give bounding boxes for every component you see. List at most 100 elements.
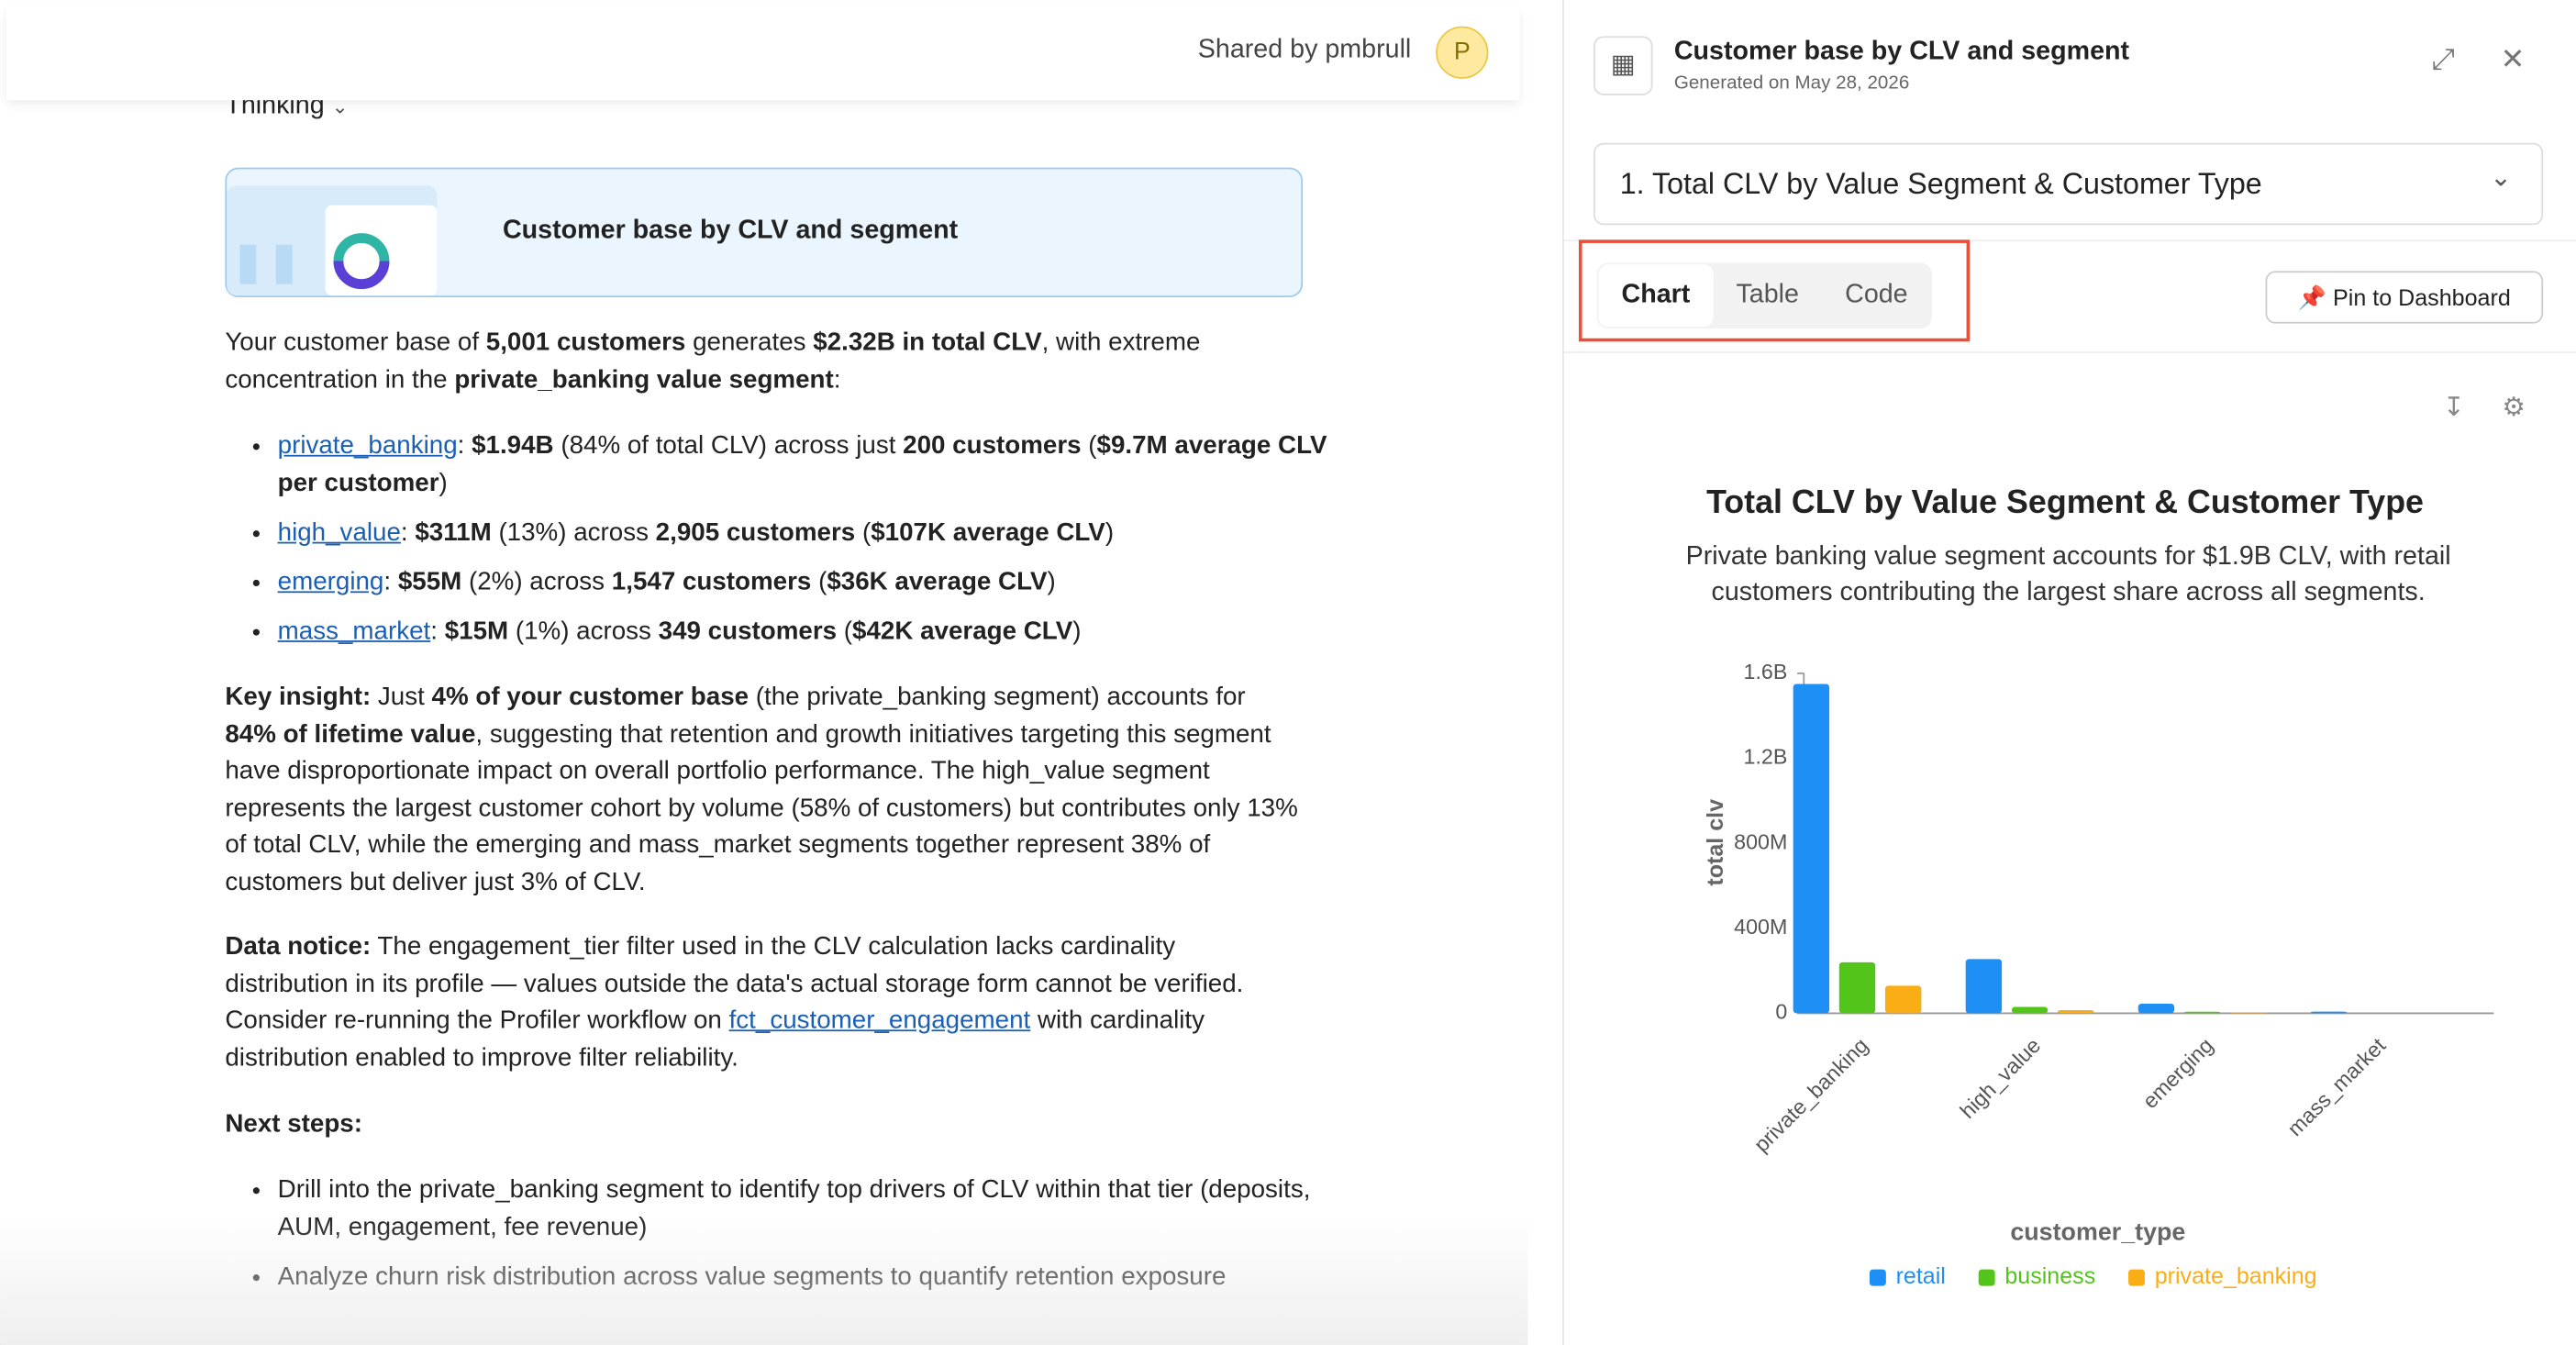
y-tick-label: 1.2B [1744, 745, 1788, 769]
highlight-box [1578, 239, 1971, 342]
link[interactable]: mass_market [277, 617, 431, 645]
link[interactable]: private_banking [277, 431, 458, 461]
bullet-list: private_banking: $1.94B (84% of total CL… [225, 428, 1355, 662]
bold-text: 2,905 customers [655, 517, 856, 547]
thumb-bar [239, 244, 257, 284]
bold-text: $42K average CLV [852, 617, 1073, 645]
fade [0, 1215, 1528, 1345]
link[interactable]: fct_customer_engagement [728, 1006, 1031, 1035]
text-run: : [383, 567, 398, 595]
close-button[interactable]: ✕ [2500, 42, 2526, 76]
tab[interactable]: Chart [1598, 264, 1714, 328]
bold-text: $1.94B [472, 431, 554, 461]
text-run: ) [1072, 617, 1082, 645]
card-thumbnail [227, 185, 438, 296]
artifact-panel: ▦ Customer base by CLV and segment Gener… [1562, 0, 2576, 1345]
y-tick-label: 800M [1734, 829, 1787, 853]
y-axis-label: total clv [1703, 799, 1728, 886]
legend-swatch [1978, 1269, 1995, 1286]
text-run: with cardinality distribution enabled to… [225, 1006, 1205, 1072]
y-tick-label: 0 [1775, 1000, 1787, 1024]
selector-label: 1. Total CLV by Value Segment & Customer… [1619, 167, 2262, 201]
text-run: ( [811, 567, 827, 595]
bullet: high_value: $311M (13%) across 2,905 cus… [278, 515, 1356, 551]
text-run: ( [855, 517, 872, 547]
bold-text: Data notice: [225, 932, 372, 962]
chevron: ⌄ [331, 94, 349, 118]
bar [2011, 1006, 2049, 1014]
bullet: private_banking: $1.94B (84% of total CL… [278, 428, 1356, 503]
bar [1884, 985, 1922, 1014]
bold-text: $2.32B in total CLV [813, 328, 1042, 357]
generated-date: Generated on May 28, 2026 [1673, 73, 1910, 94]
bold-text: 349 customers [658, 617, 838, 645]
link[interactable]: high_value [277, 517, 401, 547]
intro: Your customer base of 5,001 customers ge… [225, 325, 1303, 399]
pin-label: Pin to Dashboard [2333, 283, 2511, 311]
settings-button[interactable]: ⚙ [2502, 394, 2526, 423]
bar [2183, 1011, 2221, 1014]
bold-text: $107K average CLV [871, 517, 1105, 547]
bold-text: private_banking value segment [454, 365, 834, 394]
text-run: The engagement_tier filter used in the C… [225, 932, 1244, 1035]
download-button[interactable]: ↧ [2442, 394, 2465, 423]
card-title: Customer base by CLV and segment [502, 217, 959, 245]
y-tick-label: 1.6B [1744, 660, 1788, 684]
chart-title: Total CLV by Value Segment & Customer Ty… [1706, 484, 2424, 520]
tab[interactable]: Code [1845, 281, 1908, 309]
bar [2310, 1011, 2348, 1014]
next-steps-heading: Next steps: [225, 1110, 362, 1139]
panel-icon: ▦ [1593, 36, 1653, 95]
legend-label[interactable]: retail [1896, 1263, 1946, 1289]
x-tick-label: mass_market [2282, 1033, 2391, 1140]
thumb-donut [333, 233, 390, 290]
text-run: : [457, 431, 472, 461]
chevron: ⌄ [2490, 164, 2513, 193]
bold-text: $36K average CLV [827, 567, 1048, 595]
x-tick-label: private_banking [1749, 1033, 1873, 1157]
chart-selector[interactable]: 1. Total CLV by Value Segment & Customer… [1593, 142, 2544, 226]
avatar[interactable]: P [1436, 26, 1489, 79]
text-run: : [430, 617, 445, 645]
bar [1838, 962, 1876, 1014]
insight: Key insight: Just 4% of your customer ba… [225, 680, 1303, 902]
text-run: (84% of total CLV) across just [553, 431, 904, 461]
text-run: : [833, 365, 841, 394]
text-run: , suggesting that retention and growth i… [225, 719, 1298, 896]
bold-text: 4% of your customer base [431, 683, 749, 712]
text-run: : [400, 517, 416, 547]
x-tick-label: emerging [2137, 1033, 2217, 1113]
text-run: Just [371, 683, 432, 712]
bold-text: 84% of lifetime value [225, 719, 476, 749]
link[interactable]: emerging [277, 567, 384, 595]
text-run: (the private_banking segment) accounts f… [749, 683, 1246, 712]
x-axis-label: customer_type [2010, 1217, 2185, 1245]
legend-label[interactable]: private_banking [2155, 1263, 2317, 1289]
bold-text: $55M [397, 567, 462, 595]
bold-text: Key insight: [225, 683, 372, 712]
bold-text: $311M [415, 517, 492, 547]
panel-title: Customer base by CLV and segment [1673, 38, 2130, 66]
bold-text: 200 customers [903, 431, 1082, 461]
text-run: (2%) across [461, 567, 612, 595]
expand-button[interactable]: ⤢ [2431, 42, 2456, 76]
tab[interactable]: Table [1736, 281, 1799, 309]
bar [1965, 959, 2003, 1014]
text-run: ) [439, 469, 448, 497]
text-run: (1%) across [508, 617, 659, 645]
bold-text: $15M [444, 617, 509, 645]
text-run: ) [1105, 517, 1115, 547]
text-run: ( [1081, 431, 1097, 461]
shared-by: Shared by pmbrull [1197, 36, 1412, 64]
notice: Data notice: The engagement_tier filter … [225, 929, 1303, 1077]
bold-text: 1,547 customers [611, 567, 812, 595]
legend-label[interactable]: business [2004, 1263, 2095, 1289]
pin-button[interactable]: 📌 Pin to Dashboard [2265, 271, 2544, 324]
bar [1793, 684, 1830, 1014]
x-tick-label: high_value [1955, 1033, 2045, 1123]
artifact-card[interactable]: Customer base by CLV and segment [225, 167, 1304, 297]
text-run: (13%) across [491, 517, 656, 547]
bold-text: 5,001 customers [485, 328, 686, 357]
bullet: emerging: $55M (2%) across 1,547 custome… [278, 564, 1356, 601]
text-run: ( [837, 617, 853, 645]
